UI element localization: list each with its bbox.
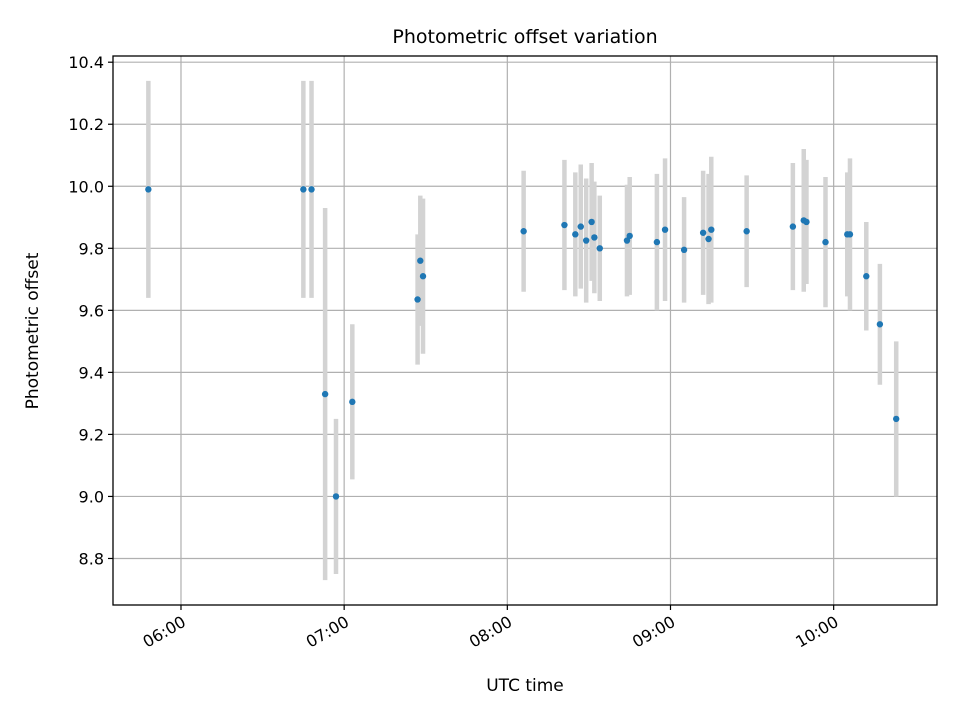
- y-tick-label: 10.0: [68, 177, 104, 196]
- y-tick-label: 10.2: [68, 115, 104, 134]
- plot-frame: [112, 55, 938, 606]
- y-tick-label: 9.0: [79, 487, 104, 506]
- y-axis-label: Photometric offset: [23, 252, 43, 409]
- data-point: [591, 234, 598, 241]
- y-tick-label: 10.4: [68, 53, 104, 72]
- data-point: [743, 228, 750, 235]
- data-points: [145, 186, 900, 500]
- data-point: [803, 218, 810, 226]
- data-point: [653, 238, 661, 246]
- data-point: [863, 273, 870, 280]
- y-tick-label: 9.2: [79, 425, 104, 444]
- data-point: [349, 398, 356, 406]
- data-point: [561, 221, 568, 229]
- data-point: [414, 296, 421, 303]
- data-point: [680, 246, 688, 254]
- data-point: [626, 232, 633, 240]
- data-point: [708, 226, 715, 233]
- data-point: [705, 235, 712, 243]
- data-point: [145, 186, 152, 193]
- data-point: [822, 238, 829, 246]
- data-point: [332, 493, 340, 500]
- data-point: [419, 273, 427, 280]
- data-point: [623, 237, 631, 244]
- data-point: [577, 223, 584, 230]
- data-point: [520, 228, 527, 235]
- data-point: [582, 237, 590, 244]
- y-tick-label: 9.4: [79, 363, 104, 382]
- y-tick-label: 9.8: [79, 239, 104, 258]
- data-point: [876, 321, 884, 328]
- data-point: [893, 415, 900, 423]
- data-point: [846, 231, 854, 238]
- data-point: [699, 229, 707, 236]
- data-point: [596, 245, 603, 252]
- data-point: [572, 231, 579, 238]
- data-point: [789, 223, 797, 230]
- data-point: [661, 226, 669, 233]
- data-point: [321, 390, 329, 398]
- data-point: [417, 257, 424, 264]
- data-point: [300, 186, 307, 193]
- y-tick-label: 8.8: [79, 549, 104, 568]
- x-axis-label: UTC time: [486, 676, 564, 696]
- y-tick-label: 9.6: [79, 301, 104, 320]
- data-point: [588, 218, 595, 226]
- data-point: [308, 186, 315, 193]
- chart-title: Photometric offset variation: [392, 26, 657, 48]
